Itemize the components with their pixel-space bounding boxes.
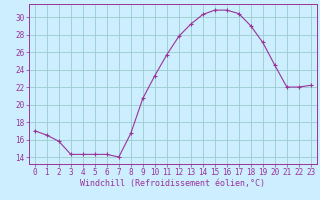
X-axis label: Windchill (Refroidissement éolien,°C): Windchill (Refroidissement éolien,°C): [80, 179, 265, 188]
